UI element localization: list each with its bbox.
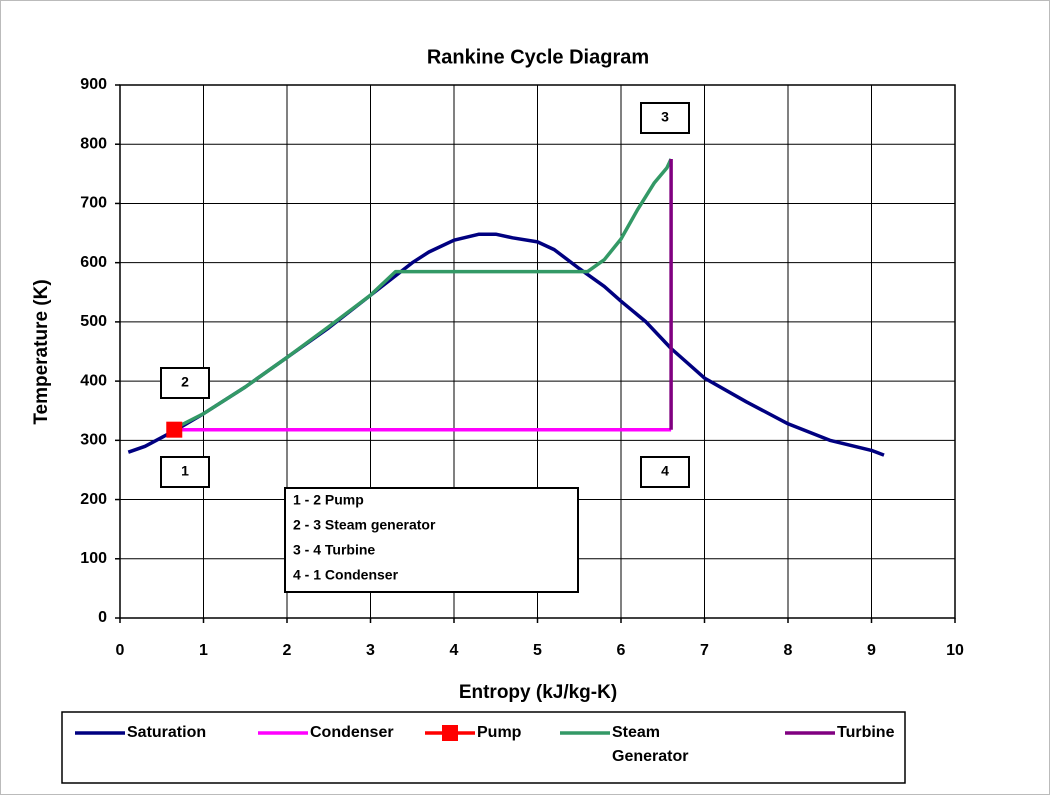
y-tick-label: 400 — [80, 372, 107, 389]
x-tick-label: 9 — [867, 642, 876, 659]
x-tick-label: 2 — [283, 642, 292, 659]
legend-label: Condenser — [310, 724, 394, 741]
x-tick-label: 3 — [366, 642, 375, 659]
note-text: 1 - 2 Pump — [293, 492, 364, 508]
y-tick-label: 900 — [80, 76, 107, 93]
x-tick-label: 1 — [199, 642, 208, 659]
legend-marker — [442, 725, 458, 741]
legend-label-box: Steam Generator — [612, 724, 689, 765]
annotation-text: 4 — [661, 463, 669, 479]
legend-label: Saturation — [127, 724, 207, 741]
x-tick-label: 7 — [700, 642, 709, 659]
y-tick-label: 200 — [80, 491, 107, 508]
notes-box — [284, 487, 579, 593]
y-tick-label: 300 — [80, 432, 107, 449]
legend-label-box: Turbine — [837, 724, 895, 741]
x-tick-label: 0 — [116, 642, 125, 659]
series-line — [173, 158, 673, 431]
legend — [61, 711, 906, 784]
legend-label-box: Pump — [477, 724, 522, 741]
legend-label-box: Saturation — [127, 724, 207, 741]
pump-marker — [166, 421, 183, 438]
annotation-box — [160, 456, 210, 488]
y-tick-label: 500 — [80, 313, 107, 330]
legend-label: Pump — [477, 724, 522, 741]
x-tick-label: 10 — [946, 642, 964, 659]
annotation-box — [160, 367, 210, 399]
legend-label: Steam Generator — [612, 724, 689, 765]
x-tick-label: 5 — [533, 642, 542, 659]
annotation-text: 1 — [181, 463, 189, 479]
x-tick-label: 4 — [450, 642, 459, 659]
annotation-text: 2 — [181, 374, 189, 390]
y-axis-label: Temperature (K) — [31, 279, 52, 424]
note-text: 2 - 3 Steam generator — [293, 517, 436, 533]
y-tick-label: 700 — [80, 195, 107, 212]
y-tick-label: 600 — [80, 254, 107, 271]
y-tick-label: 0 — [98, 609, 107, 626]
annotation-box — [640, 456, 690, 488]
chart-title: Rankine Cycle Diagram — [427, 46, 649, 68]
note-text: 3 - 4 Turbine — [293, 542, 375, 558]
y-tick-label: 800 — [80, 135, 107, 152]
x-axis-label: Entropy (kJ/kg-K) — [459, 682, 617, 703]
legend-label-box: Condenser — [310, 724, 394, 741]
y-tick-label: 100 — [80, 550, 107, 567]
annotation-box — [640, 102, 690, 134]
x-tick-label: 6 — [617, 642, 626, 659]
legend-label: Turbine — [837, 724, 895, 741]
note-text: 4 - 1 Condenser — [293, 567, 399, 583]
x-tick-label: 8 — [784, 642, 793, 659]
annotation-text: 3 — [661, 109, 669, 125]
plot-border — [119, 84, 956, 619]
